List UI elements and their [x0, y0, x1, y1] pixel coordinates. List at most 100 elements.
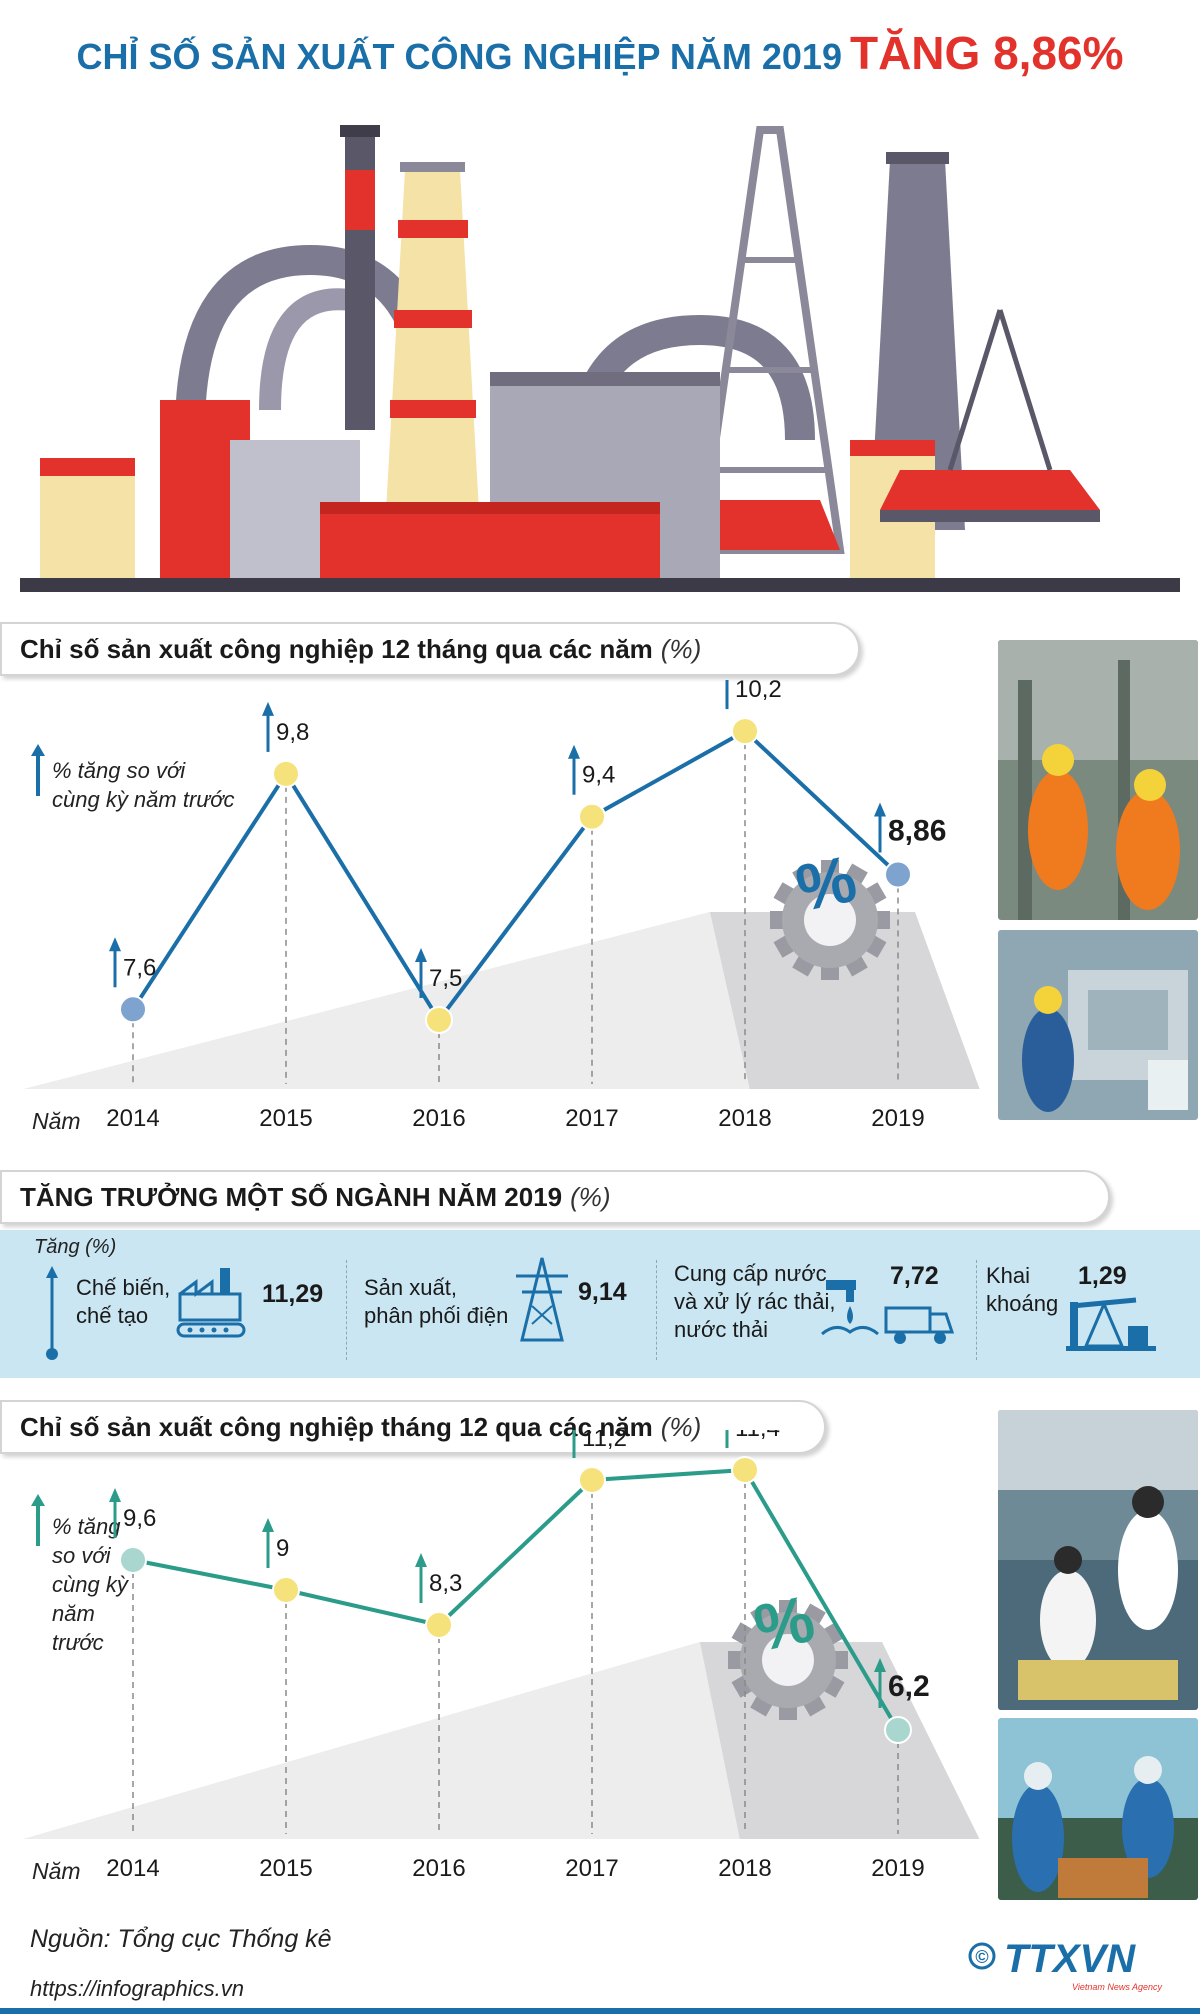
sector-mining-label: Khai khoáng	[986, 1262, 1076, 1318]
data-point	[578, 802, 606, 831]
chart2-legend-arrow-icon	[31, 1494, 45, 1546]
photo-sorting-workers	[998, 1718, 1198, 1900]
data-label: 6,2	[888, 1670, 930, 1703]
oil-pump-icon	[1066, 1297, 1156, 1351]
growth-arrow-icon	[568, 744, 580, 795]
chart1-heading: Chỉ số sản xuất công nghiệp 12 tháng qua…	[0, 622, 860, 676]
chart2-legend-line4: năm	[52, 1601, 95, 1626]
chart1-legend-line2: cùng kỳ năm trước	[52, 787, 235, 812]
growth-arrow-icon	[572, 1430, 576, 1458]
water-truck-icon	[821, 1280, 955, 1344]
sectors-ylabel: Tăng (%)	[34, 1236, 117, 1258]
sector-electricity-label: Sản xuất, phân phối điện	[364, 1274, 514, 1330]
logo-text: TTXVN	[1004, 1937, 1136, 1981]
x-tick-label: 2019	[871, 1105, 924, 1132]
sector-electricity-line1: Sản xuất,	[364, 1275, 457, 1300]
data-label: 11,2	[582, 1430, 627, 1452]
growth-arrow-icon	[874, 1658, 886, 1708]
x-tick-label: 2014	[106, 1105, 159, 1132]
footer-bar	[0, 2008, 1200, 2014]
growth-arrow-icon	[725, 1430, 729, 1448]
chart2-xlabel: Năm	[32, 1858, 81, 1884]
data-label: 9,8	[276, 719, 309, 746]
data-point	[272, 1576, 300, 1604]
sector-water-value: 7,72	[890, 1262, 939, 1290]
chart2-unit: (%)	[660, 1411, 702, 1442]
page-title: CHỈ SỐ SẢN XUẤT CÔNG NGHIỆP NĂM 2019 TĂNG…	[0, 26, 1200, 80]
series-line	[132, 1467, 900, 1732]
data-label: 9	[276, 1535, 289, 1562]
x-tick-label: 2016	[412, 1855, 465, 1882]
data-label: 10,2	[735, 680, 782, 703]
source-url[interactable]: https://infographics.vn	[30, 1976, 245, 2001]
data-label: 7,6	[123, 954, 156, 981]
ttxvn-logo: © TTXVN Vietnam News Agency	[968, 1930, 1168, 2005]
sector-water-label: Cung cấp nước và xử lý rác thải, nước th…	[674, 1260, 854, 1344]
sector-water-line3: nước thải	[674, 1317, 768, 1342]
ttxvn-logo-icon: © TTXVN Vietnam News Agency	[968, 1937, 1163, 1992]
growth-arrow-icon	[725, 680, 729, 710]
chart2-legend-line5: trước	[52, 1630, 104, 1655]
photo-engine-factory	[998, 1410, 1198, 1710]
growth-arrow-icon	[262, 701, 274, 752]
title-main: CHỈ SỐ SẢN XUẤT CÔNG NGHIỆP NĂM 2019	[76, 36, 842, 77]
industrial-plant-illustration	[20, 125, 1180, 592]
chart1-legend-arrow-icon	[31, 744, 45, 796]
data-point	[731, 717, 759, 746]
growth-arrow-icon	[874, 802, 886, 853]
growth-arrow-icon	[109, 1488, 121, 1538]
chart2-legend: % tăng so với cùng kỳ năm trước	[52, 1512, 128, 1657]
sector-manufacturing-value: 11,29	[262, 1280, 324, 1308]
sector-divider	[656, 1260, 657, 1360]
sector-divider	[976, 1260, 977, 1360]
x-tick-label: 2018	[718, 1105, 771, 1132]
chart1-legend-line1: % tăng so với	[52, 758, 186, 783]
data-label: 8,86	[888, 814, 946, 847]
chart2-plot: % 9,6 2014 9 2015 8,3 2016 11,2 2017 11,4 2018 6,2 2…	[20, 1430, 980, 1882]
growth-arrow-icon	[262, 1518, 274, 1568]
data-point	[884, 1716, 912, 1744]
photo-electric-workers	[998, 640, 1198, 920]
x-tick-label: 2017	[565, 1855, 618, 1882]
chart1-xlabel: Năm	[32, 1108, 81, 1134]
sector-electricity-value: 9,14	[578, 1278, 627, 1306]
x-tick-label: 2019	[871, 1855, 924, 1882]
data-label: 8,3	[429, 1570, 462, 1597]
copyright-mark: ©	[975, 1947, 988, 1967]
chart1-unit: (%)	[660, 633, 702, 664]
data-label: 7,5	[429, 965, 462, 992]
sector-water-line2: và xử lý rác thải,	[674, 1289, 836, 1314]
factory-icon	[176, 1268, 246, 1338]
sectors-band: Tăng (%) Chế biến, chế tạo 11,29 Sản xuấ…	[0, 1230, 1200, 1378]
sector-mining-line2: khoáng	[986, 1291, 1059, 1316]
sectors-unit: (%)	[570, 1181, 611, 1212]
growth-arrow-icon	[415, 948, 427, 998]
sector-water-line1: Cung cấp nước	[674, 1261, 827, 1286]
sectors-title: TĂNG TRƯỞNG MỘT SỐ NGÀNH NĂM 2019	[20, 1181, 563, 1212]
sectors-axis-arrow-icon	[46, 1266, 58, 1360]
data-point	[425, 1006, 453, 1034]
x-tick-label: 2014	[106, 1855, 159, 1882]
x-tick-label: 2015	[259, 1105, 312, 1132]
data-point	[884, 860, 912, 889]
x-tick-label: 2018	[718, 1855, 771, 1882]
chart1-legend: % tăng so với cùng kỳ năm trước	[52, 756, 235, 814]
chart1-title: Chỉ số sản xuất công nghiệp 12 tháng qua…	[20, 633, 653, 664]
data-label: 9,4	[582, 762, 615, 789]
data-label: 9,6	[123, 1505, 156, 1532]
data-point	[272, 759, 300, 788]
gear-percent-icon: %	[728, 1581, 848, 1720]
growth-arrow-icon	[109, 937, 121, 988]
sector-mining-line1: Khai	[986, 1263, 1031, 1288]
data-label: 11,4	[735, 1430, 780, 1442]
sector-mining-value: 1,29	[1078, 1262, 1127, 1290]
title-highlight: TĂNG 8,86%	[849, 27, 1124, 79]
sector-divider	[346, 1260, 347, 1360]
source-note: Nguồn: Tổng cục Thống kê	[30, 1925, 332, 1953]
data-point	[578, 1466, 606, 1494]
data-point	[119, 995, 147, 1024]
sector-electricity-line2: phân phối điện	[364, 1303, 509, 1328]
chart1-plot: % 7,6 2014 9,8 2015 7,5 2016 9,4 2017 10,2 2018 8,8…	[20, 680, 980, 1132]
sector-manufacturing-line2: chế tạo	[76, 1303, 149, 1328]
series-line	[131, 728, 900, 1024]
